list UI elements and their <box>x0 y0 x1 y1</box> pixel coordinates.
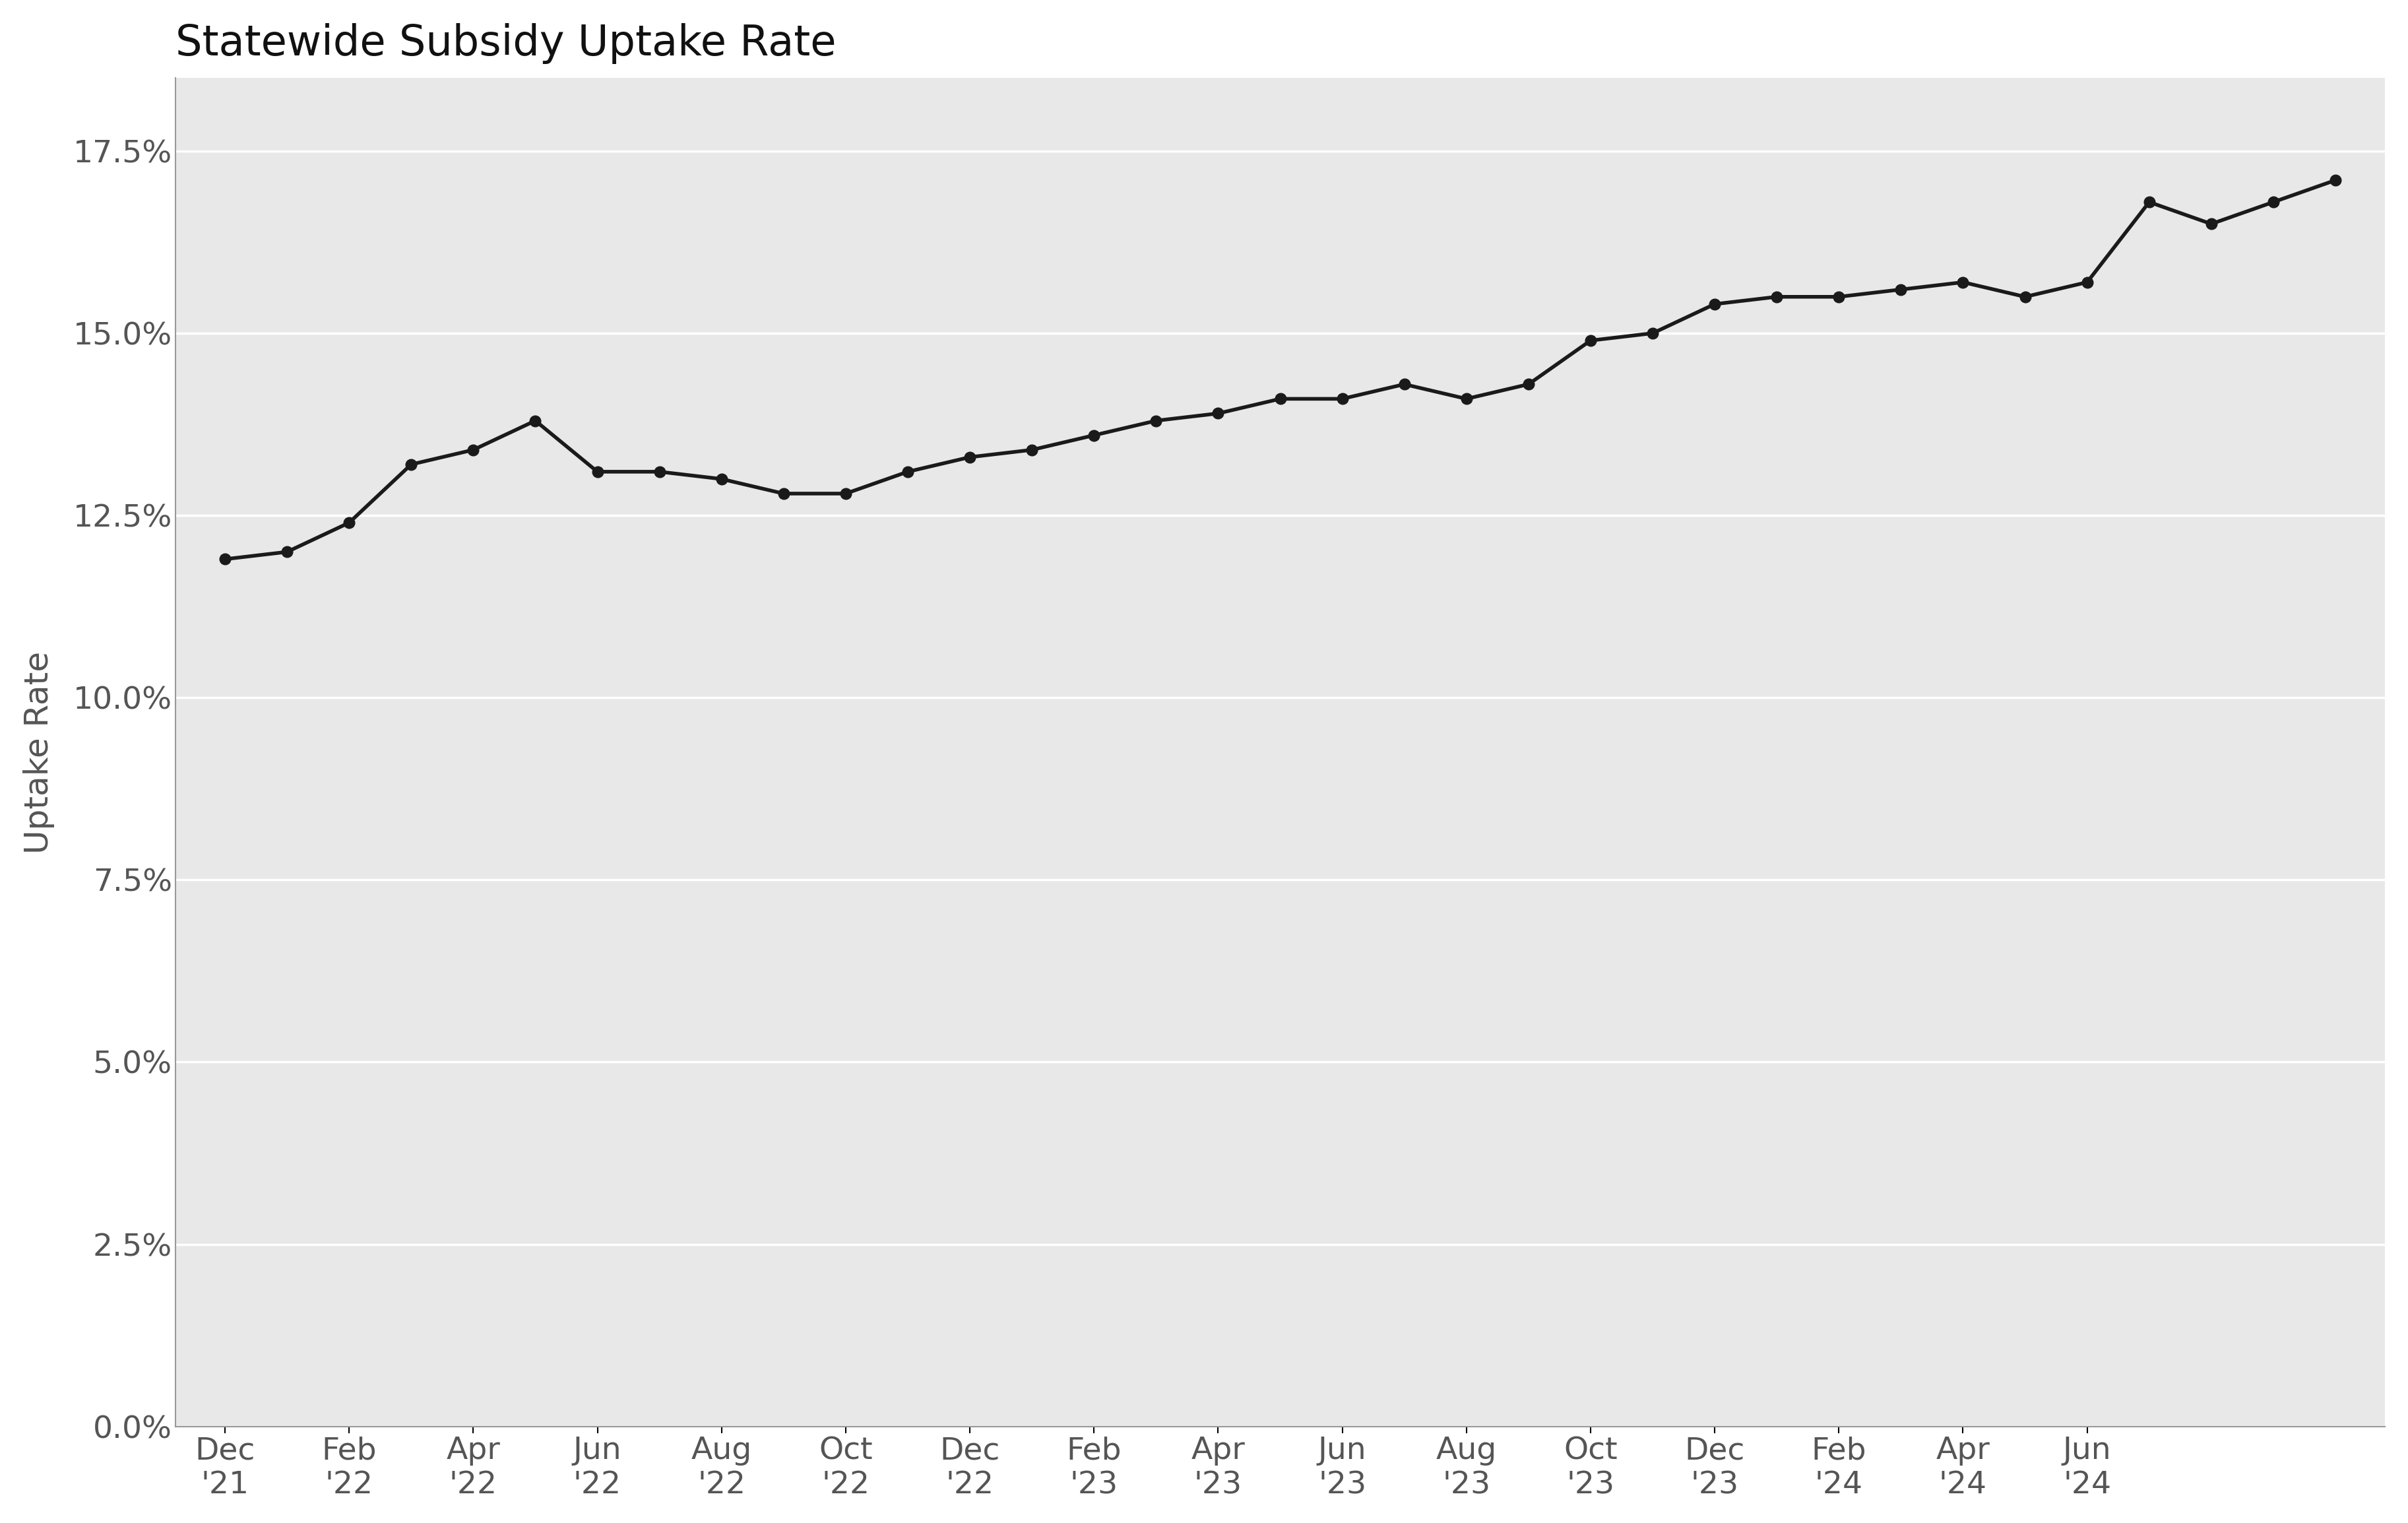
Y-axis label: Uptake Rate: Uptake Rate <box>24 650 55 853</box>
Text: Statewide Subsidy Uptake Rate: Statewide Subsidy Uptake Rate <box>176 23 836 64</box>
